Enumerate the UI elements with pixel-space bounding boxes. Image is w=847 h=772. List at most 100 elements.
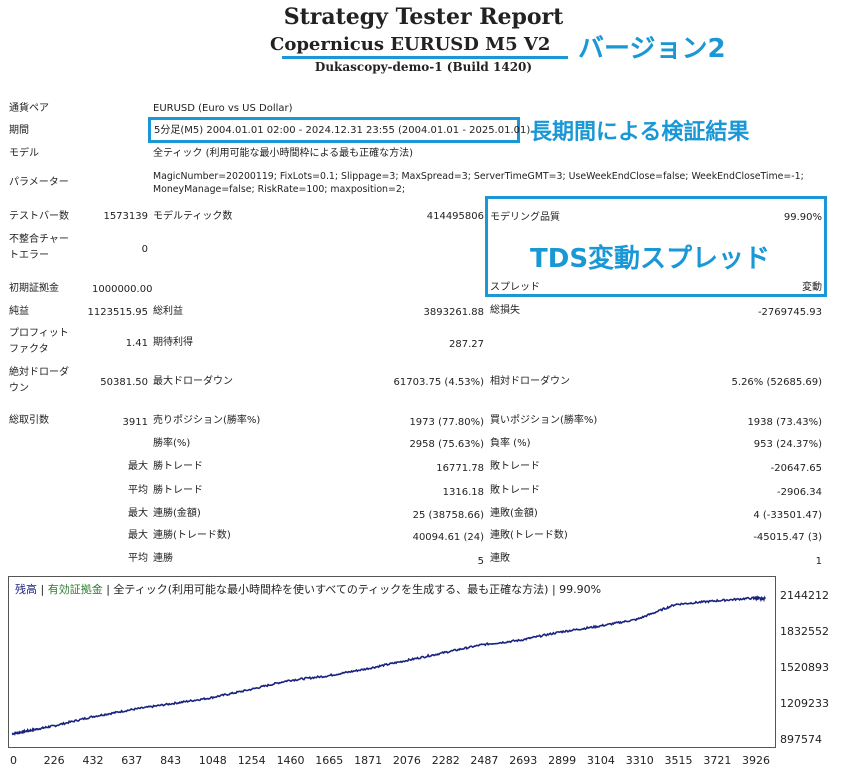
x-tick-label: 1048 — [198, 754, 227, 767]
mismatch-label-1: 不整合チャー — [9, 234, 69, 245]
subtitle-underline — [282, 56, 568, 59]
deposit-value: 1000000.00 — [92, 284, 153, 295]
avg-win-value: 1316.18 — [442, 487, 484, 498]
cons-loss-amt-value: 4 (-33501.47) — [753, 510, 822, 521]
report-subtitle: Copernicus EURUSD M5 V2 — [270, 34, 551, 55]
legend-model-description: 全ティック(利用可能な最小時間枠を使いすべてのティックを生成する、最も正確な方法… — [113, 583, 602, 596]
model-label: モデル — [9, 148, 39, 159]
y-tick-label: 1832552 — [780, 625, 829, 638]
legend-balance: 残高 — [15, 583, 37, 596]
largest-win-label: 勝トレード — [153, 461, 203, 472]
loss-value: 953 (24.37%) — [753, 439, 822, 450]
cons-win-amt-label: 連勝(金額) — [153, 508, 201, 519]
x-tick-label: 843 — [160, 754, 182, 767]
avg-loss-label: 敗トレード — [490, 485, 540, 496]
largest-loss-label: 敗トレード — [490, 461, 540, 472]
win-label: 勝率(%) — [153, 438, 191, 449]
x-tick-label: 2487 — [470, 754, 499, 767]
cons-win-amt-value: 25 (38758.66) — [412, 510, 484, 521]
x-tick-label: 2899 — [548, 754, 577, 767]
x-tick-label: 226 — [43, 754, 65, 767]
period-label: 期間 — [9, 125, 29, 136]
x-tick-label: 1871 — [354, 754, 383, 767]
largest-loss-value: -20647.65 — [770, 463, 822, 474]
params-line2: MoneyManage=false; RiskRate=100; maxposi… — [153, 184, 405, 195]
cons-loss-tr-label: 連敗(トレード数) — [490, 530, 568, 541]
avg-cons-loss-value: 1 — [815, 556, 822, 567]
report-server: Dukascopy-demo-1 (Build 1420) — [314, 60, 533, 74]
cons-loss-tr-value: -45015.47 (3) — [753, 532, 822, 543]
avg-word-1: 平均 — [128, 485, 148, 496]
report-title: Strategy Tester Report — [283, 4, 564, 30]
chart-legend: 残高 | 有効証拠金 | 全ティック(利用可能な最小時間枠を使いすべてのティック… — [15, 581, 601, 597]
gross-profit-value: 3893261.88 — [423, 307, 484, 318]
quality-value: 99.90% — [783, 212, 822, 223]
cons-win-tr-value: 40094.61 (24) — [412, 532, 484, 543]
x-tick-label: 2076 — [392, 754, 421, 767]
params-label: パラメーター — [9, 177, 69, 188]
params-line1: MagicNumber=20200119; FixLots=0.1; Slipp… — [153, 171, 804, 182]
deposit-label: 初期証拠金 — [9, 283, 59, 294]
expected-value: 287.27 — [449, 339, 484, 350]
y-tick-label: 897574 — [780, 733, 822, 746]
legend-equity: 有効証拠金 — [47, 583, 103, 596]
expected-label: 期待利得 — [153, 337, 193, 348]
spread-label: スプレッド — [490, 282, 540, 293]
cons-win-tr-label: 連勝(トレード数) — [153, 530, 231, 541]
rel-dd-value: 5.26% (52685.69) — [731, 377, 822, 388]
y-tick-label: 1520893 — [780, 661, 829, 674]
net-value: 1123515.95 — [87, 307, 148, 318]
max-dd-value: 61703.75 (4.53%) — [393, 377, 484, 388]
x-tick-label: 2282 — [431, 754, 460, 767]
x-tick-label: 1665 — [315, 754, 344, 767]
y-tick-label: 2144212 — [780, 589, 829, 602]
gross-loss-label: 総損失 — [490, 305, 520, 316]
mismatch-label-2: トエラー — [9, 250, 49, 261]
x-tick-label: 1460 — [276, 754, 305, 767]
bars-label: テストバー数 — [9, 211, 69, 222]
avg-cons-loss-label: 連敗 — [490, 553, 510, 564]
max-dd-label: 最大ドローダウン — [153, 376, 233, 387]
x-tick-label: 3310 — [625, 754, 654, 767]
gross-profit-label: 総利益 — [153, 306, 183, 317]
symbol-label: 通貨ペア — [9, 103, 49, 114]
abs-dd-value: 50381.50 — [100, 377, 148, 388]
balance-series-line — [11, 595, 766, 736]
x-tick-label: 432 — [82, 754, 104, 767]
quality-label: モデリング品質 — [490, 212, 560, 223]
x-tick-label: 2693 — [509, 754, 538, 767]
x-tick-label: 3515 — [664, 754, 693, 767]
balance-chart-svg — [11, 595, 766, 736]
abs-dd-label-1: 絶対ドローダ — [9, 367, 69, 378]
x-tick-label: 1254 — [237, 754, 266, 767]
abs-dd-label-2: ウン — [9, 383, 29, 394]
net-label: 純益 — [9, 306, 29, 317]
balance-chart: 残高 | 有効証拠金 | 全ティック(利用可能な最小時間枠を使いすべてのティック… — [8, 576, 776, 748]
annotation-spread: TDS変動スプレッド — [530, 244, 771, 274]
chart-y-axis: 2144212 1832552 1520893 1209233 897574 — [778, 576, 847, 766]
legend-separator-1: | — [37, 583, 48, 596]
legend-separator-2: | — [102, 583, 114, 596]
avg-cons-win-label: 連勝 — [153, 553, 173, 564]
symbol-value: EURUSD (Euro vs US Dollar) — [153, 103, 293, 114]
largest-win-value: 16771.78 — [436, 463, 484, 474]
avg-cons-win-value: 5 — [477, 556, 484, 567]
x-tick-label: 637 — [121, 754, 143, 767]
max-word-1: 最大 — [128, 461, 148, 472]
short-label: 売りポジション(勝率%) — [153, 415, 261, 426]
mismatch-value: 0 — [141, 244, 148, 255]
chart-x-axis: 0 226 432 637 843 1048 1254 1460 1665 1871 2076 228… — [8, 752, 776, 770]
period-value: 5分足(M5) 2004.01.01 02:00 - 2024.12.31 23… — [154, 125, 531, 136]
long-value: 1938 (73.43%) — [747, 417, 822, 428]
trades-value: 3911 — [122, 417, 148, 428]
pf-label-1: プロフィット — [9, 328, 69, 339]
y-tick-label: 1209233 — [780, 697, 829, 710]
win-value: 2958 (75.63%) — [409, 439, 484, 450]
annotation-long-period: 長期間による検証結果 — [530, 120, 750, 145]
trades-label: 総取引数 — [9, 415, 49, 426]
ticks-value: 414495806 — [426, 211, 484, 222]
spread-highlight — [485, 196, 827, 297]
x-tick-label: 3926 — [742, 754, 771, 767]
max-word-2: 最大 — [128, 508, 148, 519]
pf-label-2: ファクタ — [9, 344, 49, 355]
